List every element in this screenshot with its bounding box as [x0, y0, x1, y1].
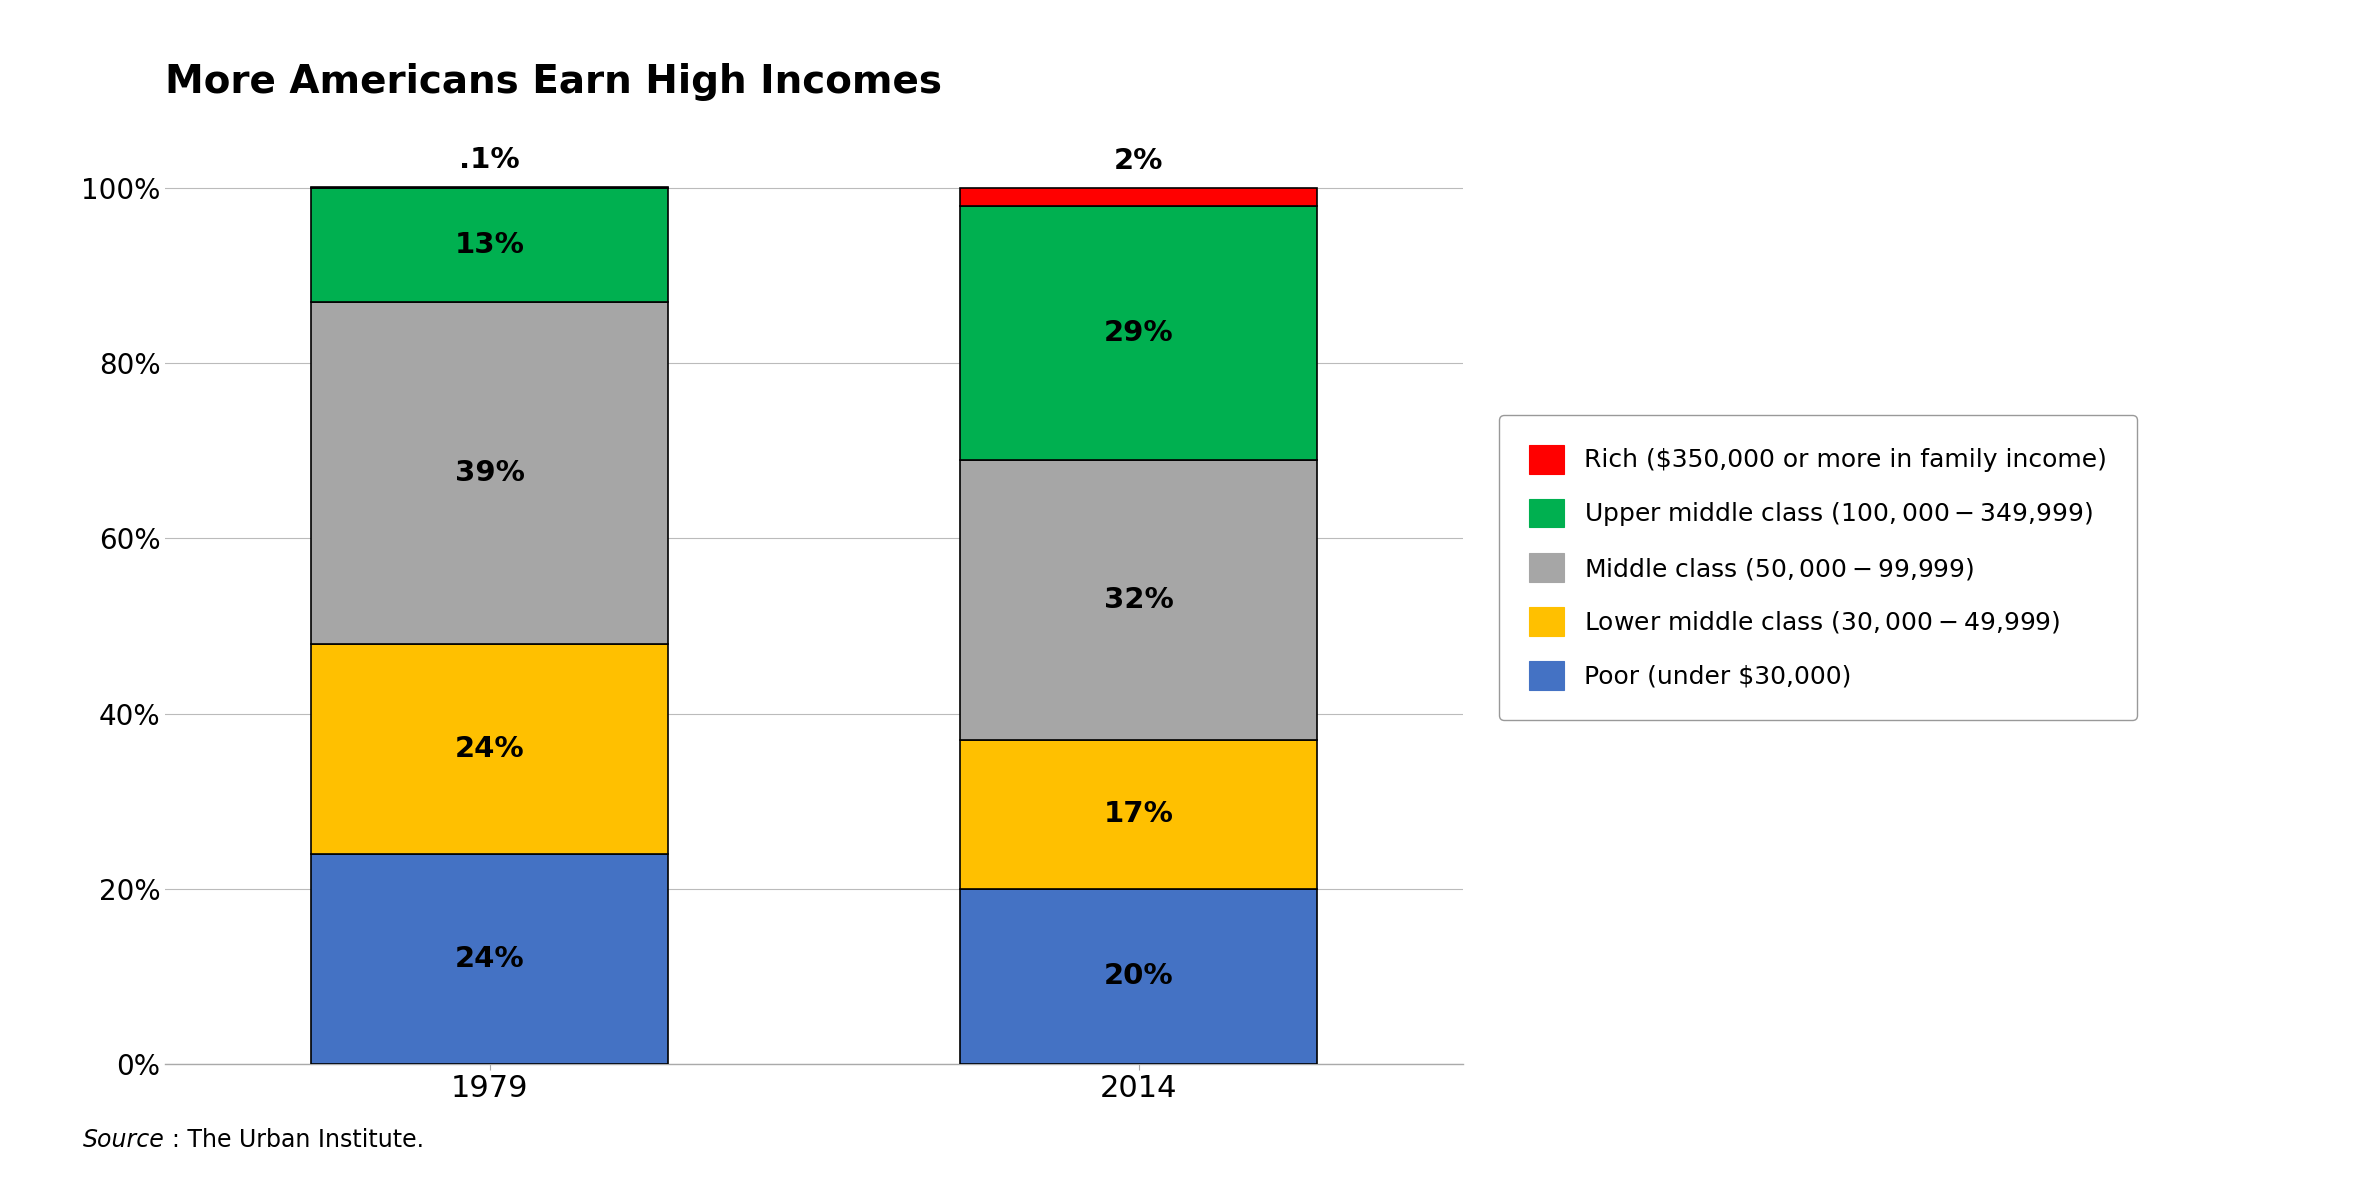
Text: More Americans Earn High Incomes: More Americans Earn High Incomes: [165, 63, 942, 102]
Text: Source: Source: [83, 1129, 165, 1152]
Bar: [312, 853, 668, 1064]
Legend: Rich ($350,000 or more in family income), Upper middle class ($100,000-$349,999): Rich ($350,000 or more in family income)…: [1499, 415, 2138, 720]
Bar: [961, 740, 1317, 889]
Bar: [312, 303, 668, 643]
Text: 29%: 29%: [1104, 319, 1173, 346]
Text: .1%: .1%: [460, 147, 519, 174]
Text: 24%: 24%: [455, 734, 524, 762]
Text: 39%: 39%: [455, 459, 524, 487]
Bar: [961, 460, 1317, 740]
Bar: [961, 889, 1317, 1064]
Bar: [961, 206, 1317, 460]
Text: 2%: 2%: [1114, 147, 1163, 175]
Bar: [312, 188, 668, 303]
Text: 13%: 13%: [455, 232, 524, 259]
Bar: [961, 188, 1317, 206]
Text: 32%: 32%: [1104, 586, 1173, 613]
Bar: [312, 643, 668, 853]
Text: : The Urban Institute.: : The Urban Institute.: [172, 1129, 425, 1152]
Text: 17%: 17%: [1104, 800, 1173, 829]
Text: 24%: 24%: [455, 944, 524, 973]
Text: 20%: 20%: [1104, 962, 1173, 991]
